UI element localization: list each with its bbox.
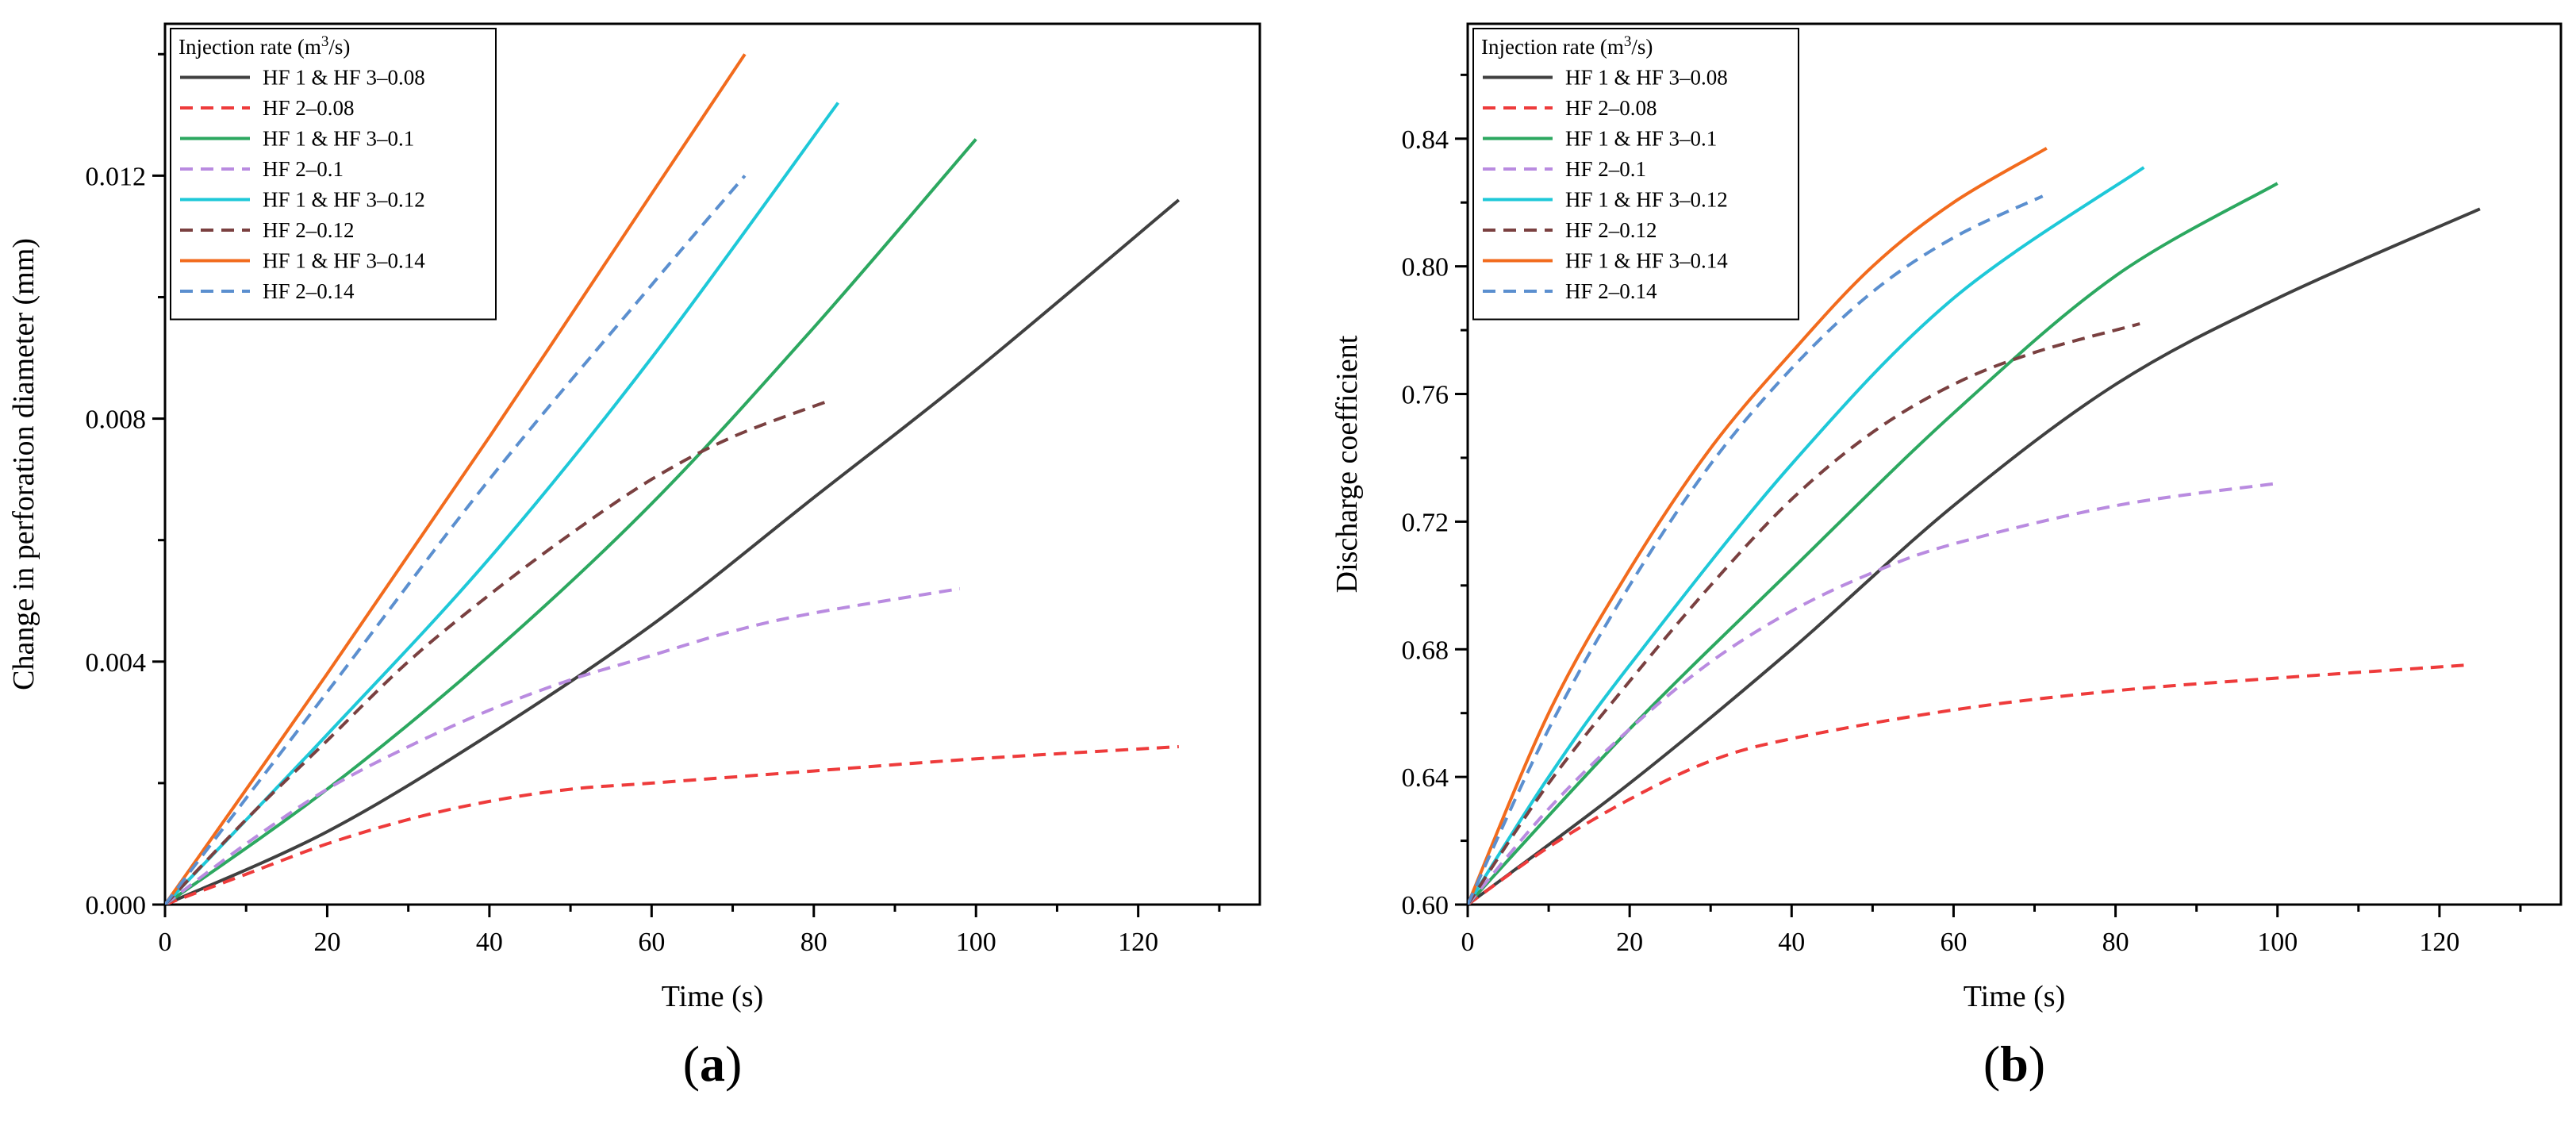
- series-line-6: [165, 53, 747, 905]
- y-tick-label: 0.76: [1402, 381, 1449, 410]
- series-line-5: [165, 398, 831, 905]
- x-tick-label: 120: [1118, 928, 1158, 957]
- y-tick-label: 0.004: [86, 648, 147, 678]
- x-tick-label: 80: [2102, 928, 2129, 957]
- legend-entry-7: HF 2–0.14: [263, 279, 355, 303]
- x-tick-label: 80: [800, 928, 827, 957]
- x-tick-label: 20: [1616, 928, 1643, 957]
- x-tick-label: 0: [1461, 928, 1475, 957]
- legend: Injection rate (m3/s) HF 1 & HF 3–0.08 HF …: [170, 28, 497, 321]
- series-line-0: [165, 198, 1181, 905]
- series-group: [165, 53, 1181, 905]
- x-axis-title: Time (s): [662, 980, 763, 1013]
- series-line-3: [165, 586, 961, 905]
- legend-entry-5: HF 2–0.12: [1565, 218, 1657, 242]
- legend-title: Injection rate (m3/s): [1481, 33, 1653, 59]
- y-tick-label: 0.68: [1402, 636, 1449, 665]
- y-axis-title: Change in perforation diameter (mm): [7, 238, 40, 690]
- x-tick-label: 0: [159, 928, 172, 957]
- panel-label: (a): [683, 1036, 743, 1092]
- series-line-4: [1468, 166, 2145, 905]
- x-tick-label: 120: [2419, 928, 2459, 957]
- chart-panel-a: 0 20 40 60 80 100 120 0.000 0.004 0.008 0.012 Time …: [7, 22, 1261, 1092]
- y-tick-label: 0.64: [1402, 763, 1449, 793]
- series-line-6: [1468, 147, 2048, 905]
- legend-entry-2: HF 1 & HF 3–0.1: [263, 127, 414, 151]
- series-line-7: [165, 175, 747, 905]
- y-tick-label: 0.84: [1402, 125, 1449, 155]
- legend-entry-4: HF 1 & HF 3–0.12: [263, 188, 425, 212]
- legend-entry-6: HF 1 & HF 3–0.14: [1565, 249, 1728, 273]
- legend-entry-6: HF 1 & HF 3–0.14: [263, 249, 425, 273]
- legend-entry-1: HF 2–0.08: [1565, 96, 1657, 120]
- x-tick-label: 20: [313, 928, 340, 957]
- legend-entry-7: HF 2–0.14: [1565, 279, 1657, 303]
- legend-entry-3: HF 2–0.1: [263, 157, 344, 181]
- series-line-5: [1468, 322, 2140, 905]
- series-line-7: [1468, 194, 2044, 905]
- plot-frame: [163, 22, 1261, 906]
- panel-label: (b): [1983, 1036, 2045, 1092]
- series-line-1: [1468, 663, 2464, 905]
- legend-entry-0: HF 1 & HF 3–0.08: [263, 66, 425, 90]
- y-tick-label: 0.60: [1402, 891, 1449, 920]
- x-tick-label: 40: [1778, 928, 1805, 957]
- series-line-2: [1468, 182, 2278, 905]
- x-tick-label: 60: [1940, 928, 1967, 957]
- y-tick-label: 0.80: [1402, 253, 1449, 282]
- plot-frame: [1466, 22, 2563, 906]
- x-axis-title: Time (s): [1964, 980, 2065, 1013]
- series-line-0: [1468, 207, 2481, 905]
- legend-entry-2: HF 1 & HF 3–0.1: [1565, 127, 1717, 151]
- series-line-3: [1468, 482, 2278, 905]
- series-line-4: [165, 102, 840, 905]
- chart-panel-b: 0 20 40 60 80 100 120 0.60 0.64 0.68 0.72 0.76 0.80 0…: [1330, 22, 2563, 1092]
- y-tick-label: 0.012: [86, 162, 147, 191]
- y-axis-title: Discharge coefficient: [1330, 335, 1364, 593]
- x-tick-label: 100: [956, 928, 996, 957]
- legend-entry-3: HF 2–0.1: [1565, 157, 1646, 181]
- y-tick-label: 0.008: [86, 405, 147, 435]
- legend-title: Injection rate (m3/s): [179, 33, 350, 59]
- legend-entry-1: HF 2–0.08: [263, 96, 355, 120]
- y-tick-label: 0.72: [1402, 508, 1449, 537]
- x-tick-label: 100: [2257, 928, 2298, 957]
- x-tick-label: 40: [476, 928, 503, 957]
- legend-entry-0: HF 1 & HF 3–0.08: [1565, 66, 1728, 90]
- series-group: [1468, 147, 2481, 905]
- legend-entry-5: HF 2–0.12: [263, 218, 355, 242]
- series-line-1: [165, 745, 1179, 905]
- legend: Injection rate (m3/s) HF 1 & HF 3–0.08 HF …: [1472, 28, 1799, 321]
- x-tick-label: 60: [638, 928, 665, 957]
- y-tick-label: 0.000: [86, 891, 147, 920]
- legend-entry-4: HF 1 & HF 3–0.12: [1565, 188, 1728, 212]
